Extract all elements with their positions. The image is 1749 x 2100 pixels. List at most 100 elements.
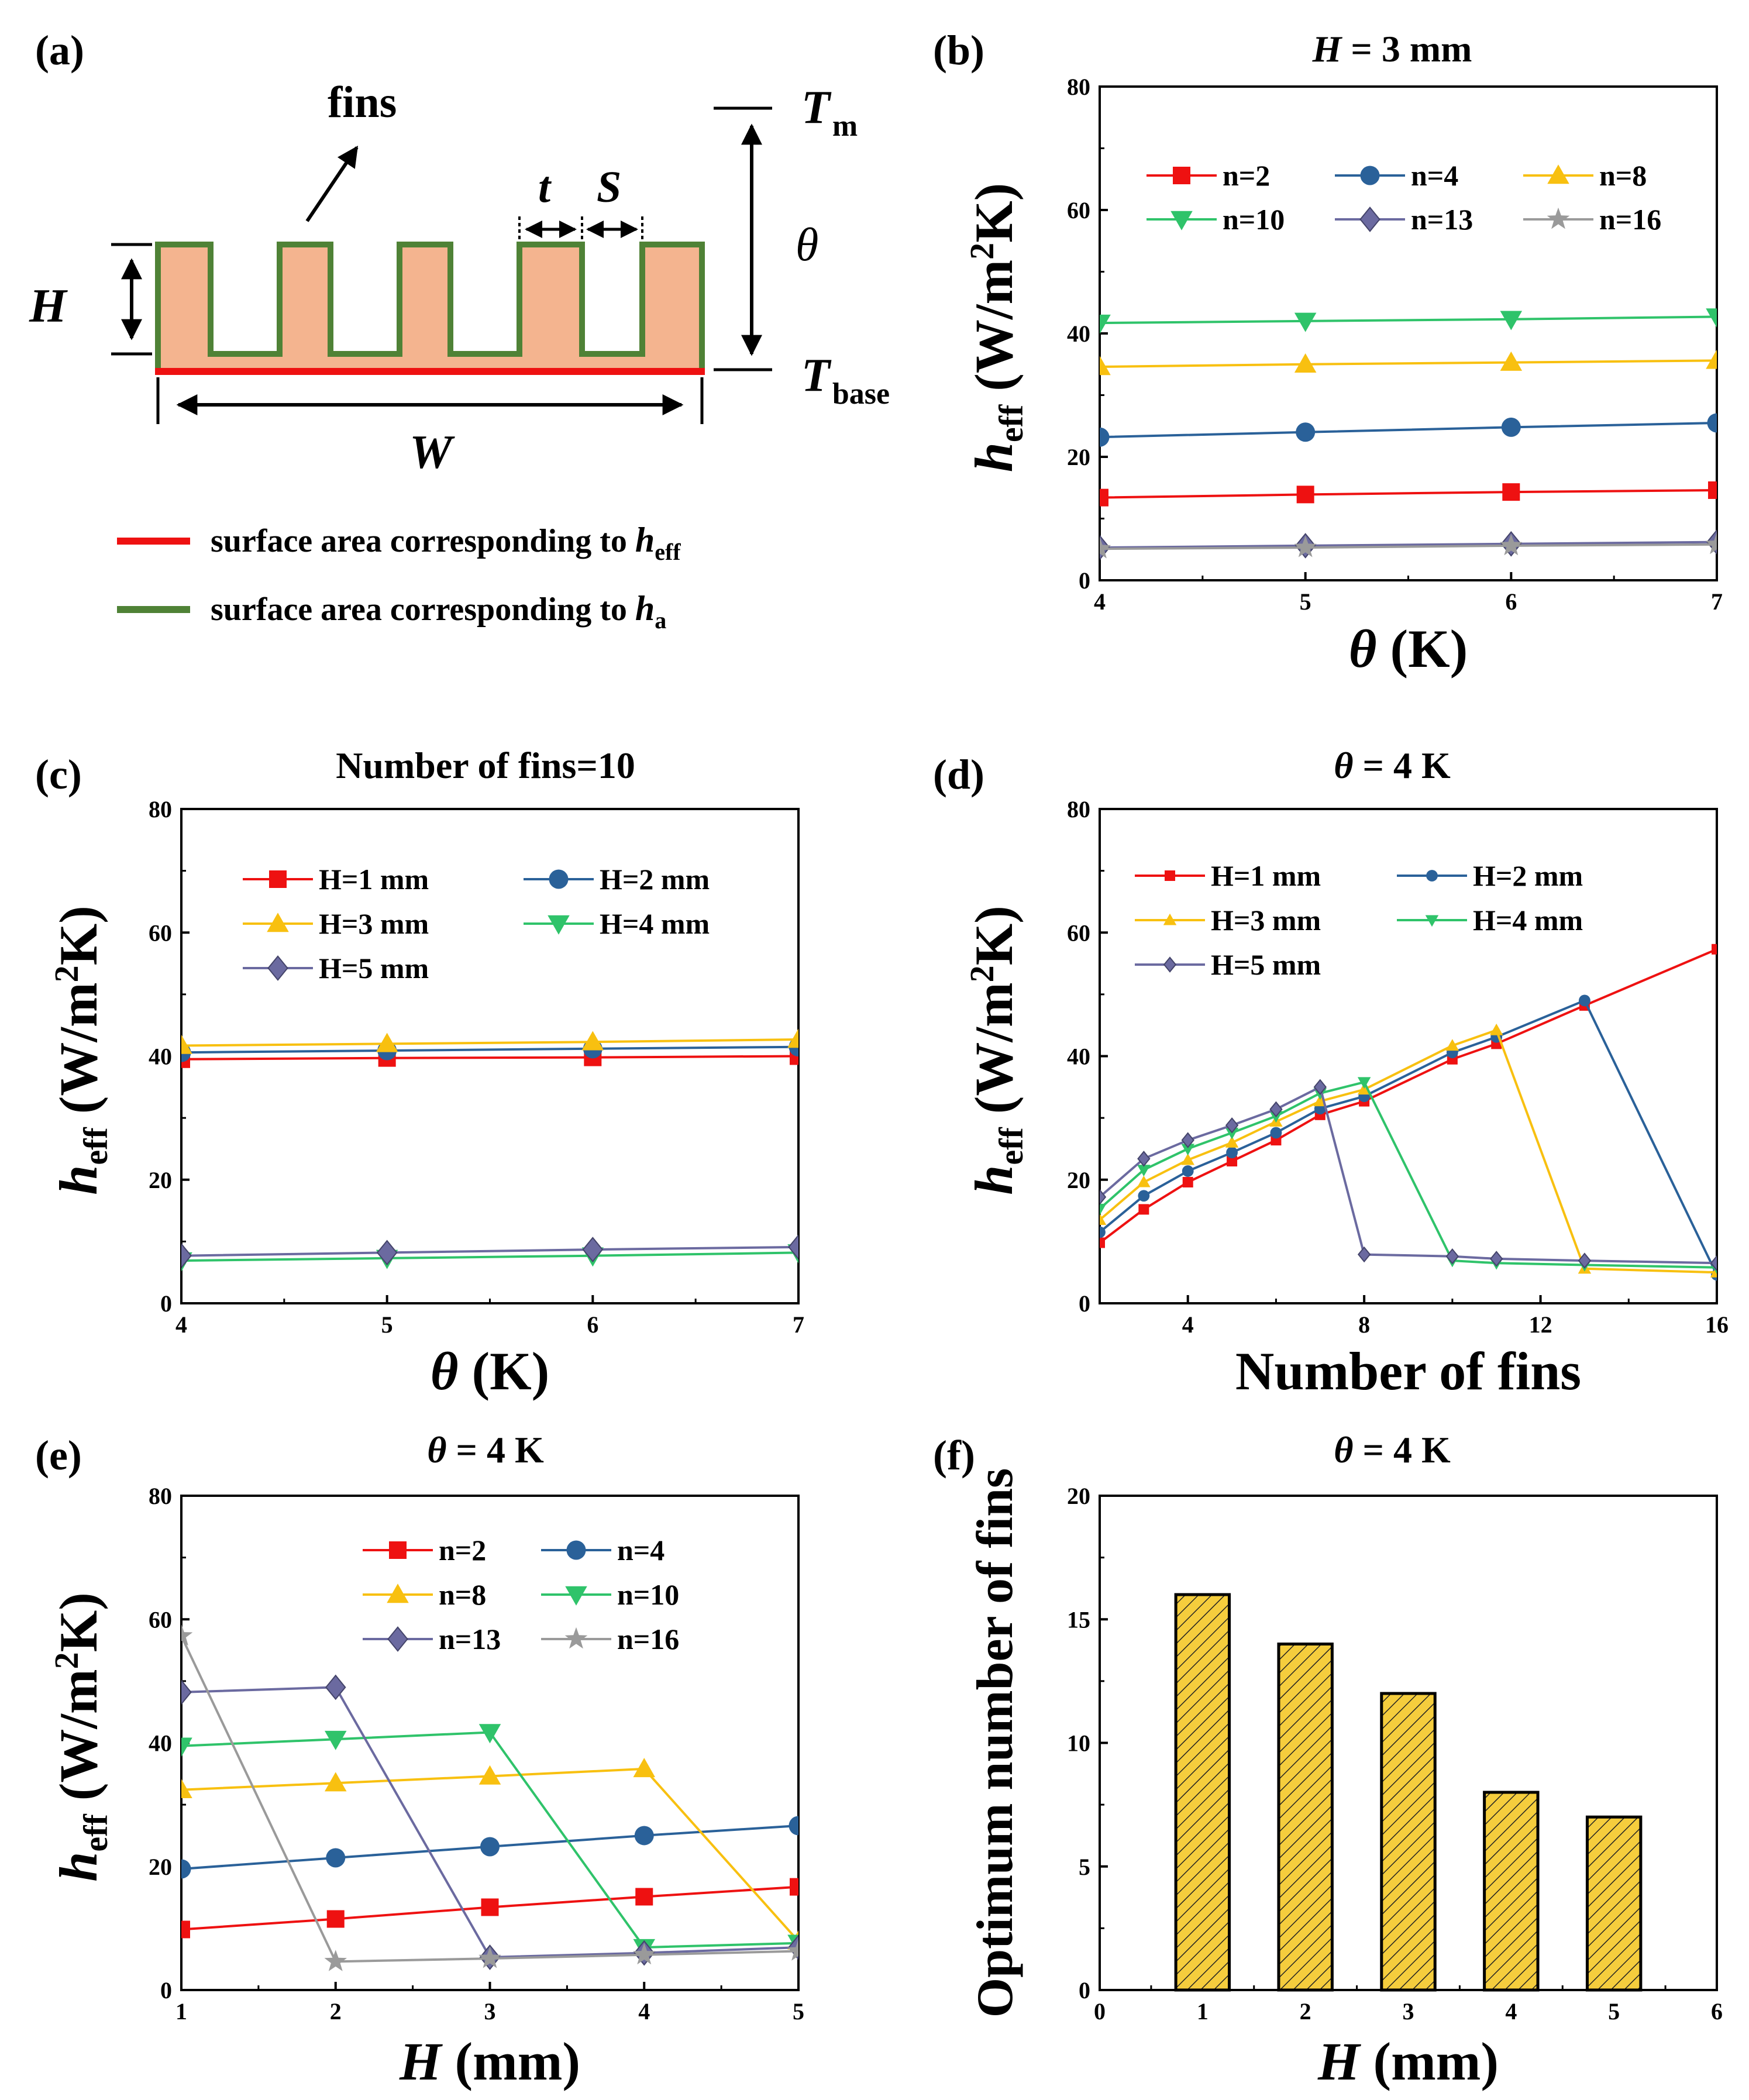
data-point <box>1705 532 1717 555</box>
chart-b: (b) H = 3 mm 4 5 6 7 0 20 40 60 80 θ (K) heff (W/m2K… <box>933 27 1723 679</box>
x-tick-label: 6 <box>1505 588 1517 615</box>
data-point <box>480 1837 500 1857</box>
legend-label: H=5 mm <box>319 952 429 984</box>
legend-label: H=3 mm <box>319 907 429 940</box>
legend-marker <box>1547 164 1569 184</box>
y-tick-label: 80 <box>1067 74 1090 100</box>
y-axis-label: heff (W/m2K) <box>47 1592 115 1882</box>
data-point <box>181 1679 192 1705</box>
data-point <box>633 1758 655 1778</box>
x-tick-label: 0 <box>1094 1998 1106 2025</box>
series-line <box>1100 315 1717 325</box>
legend-item: n=16 <box>1523 203 1661 236</box>
legend-marker <box>1163 913 1177 925</box>
data-point <box>1227 1156 1238 1167</box>
legend-marker <box>1165 870 1175 881</box>
x-axis-label: H (mm) <box>399 2032 580 2091</box>
series-H=5 mm <box>181 1234 798 1269</box>
data-point <box>324 1950 347 1971</box>
data-point <box>1502 483 1520 501</box>
chart-e: (e) θ = 4 K 1 2 3 4 5 0 20 40 60 80 H (mm) heff (W/m2… <box>35 1429 804 2091</box>
x-tick-label: 5 <box>381 1311 393 1338</box>
data-point <box>1100 1226 1106 1238</box>
legend-label: H=1 mm <box>319 863 429 896</box>
data-point <box>789 1816 798 1836</box>
legend-marker <box>387 1626 408 1652</box>
data-point <box>1490 1251 1503 1267</box>
x-tick-label: 1 <box>175 1998 187 2025</box>
y-tick-label: 0 <box>160 1290 172 1317</box>
data-point <box>1445 1248 1459 1265</box>
legend-item: H=3 mm <box>243 907 429 940</box>
panel-label: (f) <box>933 1432 975 1479</box>
x-tick-label: 4 <box>1182 1311 1194 1338</box>
legend-item: H=3 mm <box>1135 904 1321 937</box>
data-point <box>325 1674 346 1700</box>
legend-item: H=5 mm <box>243 952 429 984</box>
legend-marker <box>1359 206 1380 232</box>
legend-label: n=2 <box>1223 159 1270 192</box>
panel-label: (b) <box>933 27 984 74</box>
legend-marker <box>1547 207 1570 229</box>
bar-h5 <box>1585 1815 1643 1992</box>
x-tick-label: 8 <box>1358 1311 1370 1338</box>
data-point <box>581 1031 604 1051</box>
data-point <box>1269 1101 1283 1118</box>
tbase-label: Tbase <box>801 350 890 411</box>
data-point <box>1296 486 1314 504</box>
data-point <box>1706 349 1717 369</box>
data-point <box>1100 356 1111 376</box>
plot-area <box>1100 944 1717 1281</box>
data-point <box>478 1765 501 1785</box>
legend-item: H=2 mm <box>1397 859 1583 892</box>
legend: H=1 mm H=2 mm H=3 mm H=4 mm H=5 mm <box>1135 859 1583 981</box>
legend-label: H=4 mm <box>600 907 710 940</box>
series-n=16 <box>1100 532 1717 559</box>
legend-item: H=2 mm <box>524 863 710 896</box>
data-point <box>1357 1077 1371 1089</box>
s-label: S <box>597 163 621 212</box>
panel-a: (a) fins H t S W θ Tm Tbase surface ar <box>29 27 890 634</box>
legend-green-text: surface area corresponding to ha <box>211 589 666 634</box>
legend-label: n=10 <box>617 1578 679 1611</box>
bar-h3 <box>1380 1692 1437 1992</box>
legend-marker <box>269 870 287 888</box>
data-point <box>325 1730 347 1750</box>
legend-label: n=4 <box>1411 159 1458 192</box>
legend-item: n=2 <box>363 1534 486 1567</box>
data-point <box>181 1920 190 1939</box>
x-axis-label: Number of fins <box>1235 1341 1581 1401</box>
data-point <box>1100 536 1111 559</box>
legend-marker <box>1426 870 1438 882</box>
legend-label: n=10 <box>1223 203 1285 236</box>
x-tick-label: 2 <box>1300 1998 1311 2025</box>
x-tick-label: 3 <box>1403 1998 1414 2025</box>
legend-marker <box>267 955 288 981</box>
series-H=3 mm <box>181 1028 798 1054</box>
data-point <box>1294 535 1317 557</box>
data-point <box>1225 1136 1239 1148</box>
data-point <box>376 1032 398 1052</box>
y-axis-label: Optimum number of fins <box>967 1468 1024 2018</box>
legend-label: H=2 mm <box>600 863 710 896</box>
legend: H=1 mm H=2 mm H=3 mm H=4 mm H=5 mm <box>243 863 710 984</box>
data-point <box>1500 533 1523 556</box>
data-point <box>181 1242 192 1269</box>
data-point <box>1181 1144 1194 1156</box>
data-point <box>478 1724 501 1744</box>
legend-label: n=13 <box>1411 203 1473 236</box>
panel-label: (d) <box>933 751 984 798</box>
data-point <box>1100 427 1110 447</box>
data-point <box>1182 1176 1193 1187</box>
x-tick-label: 7 <box>1711 588 1723 615</box>
series-n=2 <box>181 1878 798 1939</box>
x-axis-label: θ (K) <box>431 1341 550 1401</box>
plot-frame <box>1099 808 1718 1304</box>
legend-item: n=4 <box>1335 159 1458 192</box>
data-point <box>790 1878 798 1896</box>
y-tick-label: 80 <box>149 796 172 822</box>
series-n=13 <box>181 1674 798 1970</box>
y-tick-label: 20 <box>149 1167 172 1193</box>
data-point <box>1500 311 1523 331</box>
legend-item: n=13 <box>363 1623 501 1655</box>
